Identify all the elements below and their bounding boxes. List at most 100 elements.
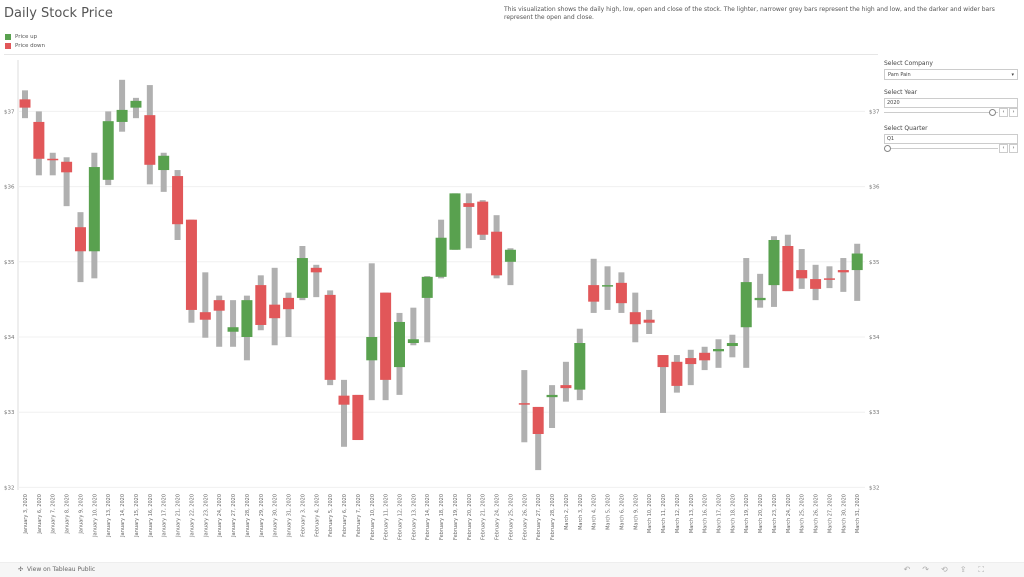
candle-down[interactable] [657, 355, 669, 368]
candle-down[interactable] [352, 394, 364, 441]
candle-up[interactable] [116, 109, 128, 122]
quarter-slider-thumb[interactable] [884, 145, 891, 152]
x-tick-label: January 27, 2020 [231, 494, 237, 538]
x-tick-label: March 26, 2020 [814, 494, 820, 533]
candle-up[interactable] [102, 121, 114, 180]
candle-up[interactable] [88, 167, 100, 252]
candle-down[interactable] [47, 158, 59, 161]
y-tick-label-left: $37 [4, 109, 15, 115]
candle-down[interactable] [19, 99, 31, 108]
candle-down[interactable] [671, 361, 683, 386]
y-tick-label-right: $35 [869, 260, 880, 266]
candle-down[interactable] [685, 358, 697, 365]
quarter-prev-button[interactable]: ‹ [999, 144, 1008, 153]
year-input[interactable]: 2020 [884, 98, 1018, 108]
candle-up[interactable] [130, 100, 142, 108]
x-tick-label: March 24, 2020 [786, 494, 792, 533]
candle-up[interactable] [504, 249, 516, 262]
candle-down[interactable] [796, 270, 808, 279]
high-low-bar [660, 355, 667, 413]
candle-up[interactable] [393, 321, 405, 368]
candle-up[interactable] [227, 327, 239, 332]
x-tick-label: March 18, 2020 [730, 494, 736, 533]
view-on-tableau-link[interactable]: ✣ View on Tableau Public [18, 566, 95, 573]
candle-down[interactable] [643, 319, 655, 323]
candle-down[interactable] [782, 246, 794, 292]
candle-down[interactable] [588, 285, 600, 302]
high-low-bar [424, 276, 431, 343]
candle-down[interactable] [491, 231, 503, 276]
legend-item-down[interactable]: Price down [5, 41, 45, 50]
candle-up[interactable] [754, 297, 766, 301]
high-low-bar [798, 249, 805, 289]
candle-up[interactable] [768, 239, 780, 286]
quarter-slider[interactable]: ‹ › [884, 144, 1018, 153]
candle-up[interactable] [241, 300, 253, 337]
candle-down[interactable] [172, 176, 184, 225]
x-tick-label: February 12, 2020 [397, 494, 403, 540]
candle-down[interactable] [380, 292, 392, 380]
candle-down[interactable] [199, 312, 211, 320]
candle-down[interactable] [477, 201, 489, 235]
quarter-next-button[interactable]: › [1009, 144, 1018, 153]
candle-down[interactable] [33, 121, 45, 159]
candle-up[interactable] [726, 343, 738, 347]
candle-up[interactable] [713, 349, 724, 352]
candle-down[interactable] [185, 219, 197, 310]
candle-down[interactable] [338, 395, 350, 405]
share-icon[interactable]: ⇪ [959, 565, 967, 574]
candle-down[interactable] [810, 279, 822, 289]
candle-down[interactable] [518, 403, 530, 405]
redo-icon[interactable]: ↷ [922, 565, 929, 574]
candle-down[interactable] [823, 278, 835, 280]
candle-down[interactable] [560, 385, 572, 389]
x-tick-label: March 30, 2020 [841, 494, 847, 533]
candle-up[interactable] [296, 258, 308, 298]
fullscreen-icon[interactable]: ⛶ [978, 565, 984, 574]
candle-down[interactable] [310, 267, 322, 273]
candle-up[interactable] [407, 339, 419, 344]
candle-down[interactable] [213, 300, 225, 311]
candle-down[interactable] [74, 227, 86, 252]
candle-down[interactable] [629, 312, 641, 325]
candle-up[interactable] [421, 276, 433, 298]
x-tick-label: March 13, 2020 [689, 494, 695, 533]
candle-down[interactable] [463, 203, 475, 207]
candle-down[interactable] [144, 115, 156, 165]
candle-up[interactable] [366, 337, 378, 361]
high-low-bar [826, 266, 833, 289]
candle-down[interactable] [61, 161, 73, 173]
x-tick-label: January 9, 2020 [78, 494, 84, 535]
high-low-bar [341, 379, 348, 447]
candle-down[interactable] [699, 352, 711, 361]
candle-up[interactable] [435, 237, 447, 277]
candlestick-chart[interactable]: $32 $32 $33 $33 $34 $34 $35 $35 $36 $36 $37 $37 Janu… [0, 0, 880, 560]
candle-up[interactable] [602, 285, 614, 287]
undo-icon[interactable]: ↶ [903, 565, 911, 574]
year-next-button[interactable]: › [1009, 108, 1018, 117]
quarter-input[interactable]: Q1 [884, 134, 1018, 144]
candle-down[interactable] [615, 282, 627, 304]
x-tick-label: March 3, 2020 [578, 494, 584, 530]
x-tick-label: March 10, 2020 [647, 494, 653, 533]
candle-down[interactable] [532, 406, 544, 435]
candle-up[interactable] [574, 343, 586, 390]
year-slider[interactable]: ‹ › [884, 108, 1018, 117]
year-slider-thumb[interactable] [988, 109, 996, 116]
candle-down[interactable] [255, 285, 267, 325]
candle-up[interactable] [449, 193, 461, 250]
candle-down[interactable] [269, 304, 281, 319]
candle-up[interactable] [851, 253, 863, 271]
candle-up[interactable] [158, 155, 170, 171]
candle-up[interactable] [546, 394, 558, 398]
candle-down[interactable] [324, 294, 336, 380]
legend-item-up[interactable]: Price up [5, 32, 45, 41]
revert-icon[interactable]: ⟲ [940, 565, 948, 574]
candle-down[interactable] [283, 297, 295, 310]
high-low-bar [216, 295, 223, 347]
company-dropdown[interactable]: Pam Pain ▾ [884, 69, 1018, 80]
candle-down[interactable] [837, 270, 849, 273]
year-prev-button[interactable]: ‹ [999, 108, 1008, 117]
candle-up[interactable] [740, 282, 752, 328]
x-tick-label: March 5, 2020 [606, 494, 612, 530]
